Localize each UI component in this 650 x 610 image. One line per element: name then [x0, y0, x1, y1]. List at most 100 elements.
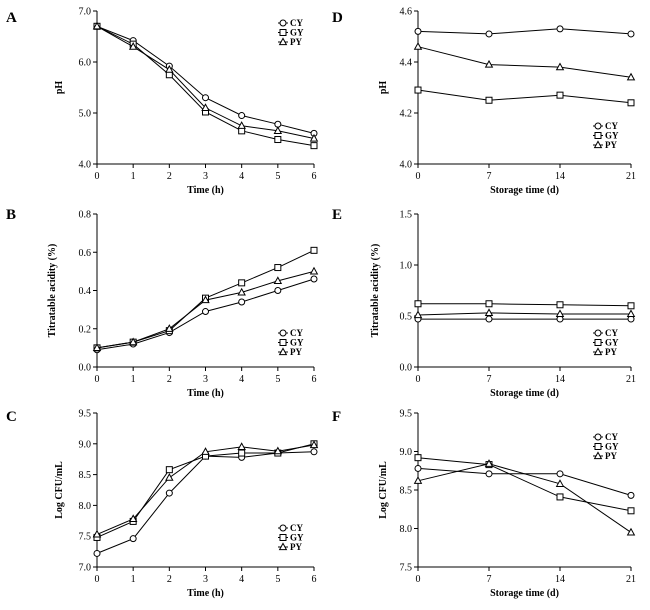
data-point-b-gy	[310, 246, 318, 254]
y-tick-label-a: 4.0	[79, 160, 92, 171]
legend-marker-b-py	[278, 347, 288, 356]
data-point-e-py	[626, 309, 636, 318]
data-point-c-cy	[129, 535, 137, 543]
data-point-c-py	[128, 514, 138, 523]
data-point-c-py	[92, 529, 102, 538]
y-tick-label-c: 8.5	[79, 470, 92, 481]
legend-label-f-gy: GY	[605, 442, 619, 452]
data-point-c-cy	[93, 549, 101, 557]
y-tick-label-e: 0.5	[400, 312, 413, 323]
data-point-c-cy	[165, 489, 173, 497]
y-tick-label-c: 9.5	[79, 409, 92, 420]
legend-marker-d-gy	[594, 132, 602, 139]
data-point-e-py	[484, 308, 494, 317]
legend-marker-e-py	[593, 347, 603, 356]
data-point-e-cy	[485, 315, 493, 323]
legend-marker-f-py	[593, 451, 603, 460]
x-tick-label-d: 14	[555, 171, 565, 182]
data-point-e-gy	[627, 302, 635, 310]
data-point-e-gy	[414, 300, 422, 308]
x-tick-label-c: 3	[203, 574, 208, 585]
x-tick-label-c: 1	[131, 574, 136, 585]
y-axis-title-e: Titratable acidity (%)	[370, 244, 381, 338]
data-point-a-gy	[310, 142, 318, 150]
data-point-b-py	[273, 276, 283, 285]
data-point-a-gy	[274, 136, 282, 144]
y-tick-label-b: 0.8	[79, 210, 92, 221]
legend-marker-a-py	[278, 37, 288, 46]
panel-letter-e: E	[332, 207, 342, 223]
data-point-e-gy	[556, 301, 564, 309]
y-axis-title-f: Log CFU/mL	[378, 461, 389, 519]
data-point-b-gy	[274, 264, 282, 272]
x-axis-title-e: Storage time (d)	[490, 388, 559, 399]
series-line-d-gy	[417, 89, 632, 104]
axes-d	[417, 11, 631, 165]
data-point-b-py	[309, 266, 319, 275]
data-point-c-py	[309, 440, 319, 449]
data-point-a-cy	[238, 112, 246, 120]
x-tick-label-c: 5	[275, 574, 280, 585]
legend-marker-b-gy	[279, 339, 287, 346]
data-point-f-py	[626, 527, 636, 536]
x-tick-label-b: 5	[275, 374, 280, 385]
data-point-b-py	[201, 295, 210, 304]
data-point-e-py	[555, 309, 565, 318]
legend-marker-b-cy	[279, 329, 287, 337]
data-point-d-cy	[485, 30, 493, 38]
data-point-b-py	[165, 324, 174, 332]
x-tick-label-a: 2	[167, 171, 172, 182]
x-tick-label-f: 7	[487, 574, 492, 585]
data-point-c-py	[273, 446, 283, 455]
data-point-e-py	[413, 310, 423, 319]
x-tick-label-e: 21	[626, 374, 636, 385]
legend-label-f-py: PY	[605, 451, 617, 461]
y-tick-label-e: 1.0	[400, 261, 413, 272]
legend-marker-c-cy	[279, 524, 287, 532]
panel-f: F 7.5 8.0 8.5 9.0 9.5 0 7 14 21 Storage time (d) Lo…	[332, 409, 636, 600]
x-tick-label-a: 1	[131, 171, 136, 182]
data-point-d-gy	[556, 91, 564, 99]
data-point-d-gy	[485, 96, 493, 104]
x-tick-label-c: 0	[95, 574, 100, 585]
data-point-d-gy	[414, 86, 422, 94]
data-point-d-py	[413, 42, 423, 50]
legend-marker-d-py	[593, 140, 603, 149]
y-tick-label-d: 4.6	[400, 7, 413, 18]
data-point-f-cy	[414, 464, 422, 472]
y-tick-label-f: 7.5	[400, 563, 413, 574]
y-tick-label-d: 4.4	[400, 58, 413, 69]
legend-label-d-cy: CY	[605, 121, 618, 131]
x-tick-label-d: 0	[416, 171, 421, 182]
data-point-b-py	[92, 343, 102, 351]
panel-letter-c: C	[6, 409, 17, 425]
legend-marker-a-cy	[279, 19, 287, 27]
x-tick-label-a: 5	[275, 171, 280, 182]
x-tick-label-e: 0	[416, 374, 421, 385]
data-point-a-py	[92, 21, 102, 30]
data-point-d-gy	[627, 99, 635, 107]
legend-label-d-py: PY	[605, 140, 617, 150]
y-tick-label-b: 0.2	[79, 324, 92, 335]
legend-marker-e-gy	[594, 339, 602, 346]
y-tick-label-f: 8.5	[400, 486, 413, 497]
legend-label-a-py: PY	[290, 37, 302, 47]
data-point-f-cy	[556, 470, 564, 478]
x-tick-label-a: 0	[95, 171, 100, 182]
series-line-e-py	[417, 312, 631, 316]
legend-marker-c-gy	[279, 534, 287, 541]
y-tick-label-a: 7.0	[79, 7, 92, 18]
legend-marker-a-gy	[279, 29, 287, 36]
legend-label-d-gy: GY	[605, 131, 619, 141]
legend-label-c-gy: GY	[290, 533, 304, 543]
data-point-f-py	[555, 479, 565, 487]
data-point-a-py	[201, 103, 210, 111]
data-point-f-cy	[627, 491, 635, 499]
series-line-e-gy	[418, 303, 632, 307]
